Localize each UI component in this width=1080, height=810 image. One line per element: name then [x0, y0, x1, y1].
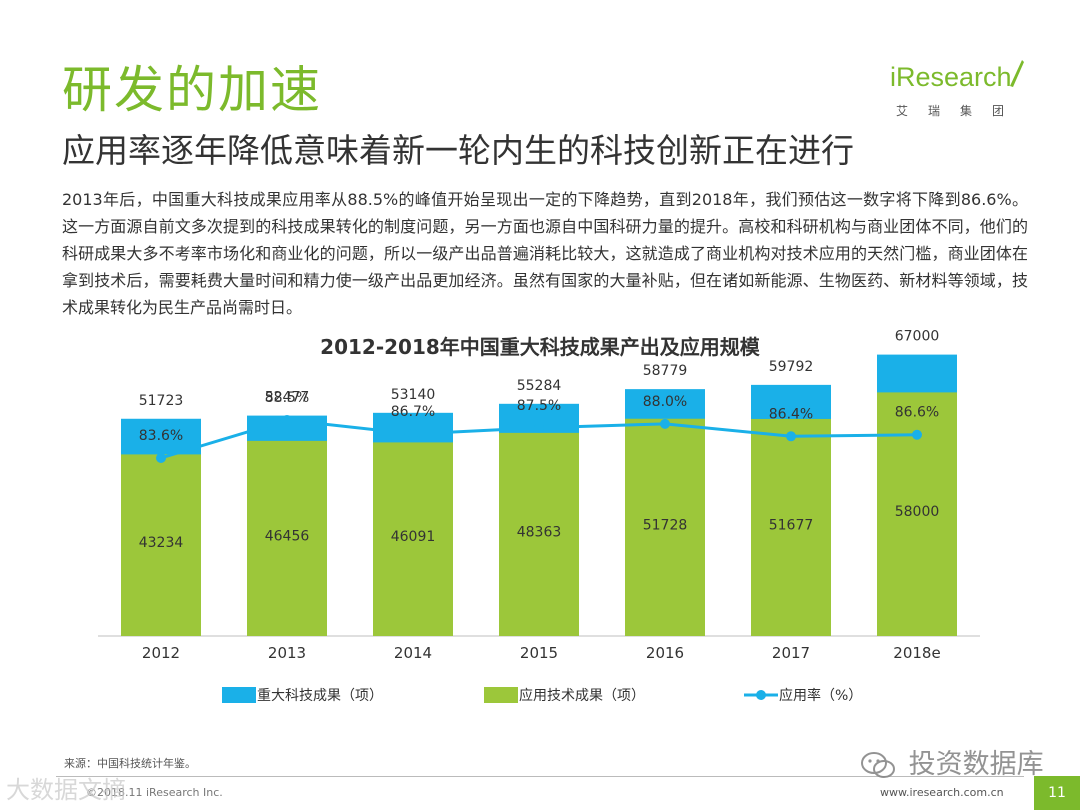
x-tick-label: 2012 — [142, 644, 180, 662]
data-label-rate: 83.6% — [139, 428, 183, 444]
page-number: 11 — [1034, 776, 1080, 810]
bar-applied — [121, 454, 201, 636]
data-label-total: 51723 — [139, 393, 184, 409]
legend-swatch-total — [222, 687, 256, 703]
watermark-right-text: 投资数据库 — [908, 749, 1044, 780]
chart-title: 2012-2018年中国重大科技成果产出及应用规模 — [320, 335, 760, 359]
bar-applied — [625, 418, 705, 636]
rate-point — [660, 418, 670, 429]
data-label-rate: 87.5% — [517, 398, 561, 414]
data-label-total: 55284 — [517, 378, 562, 394]
data-label-applied: 46456 — [265, 528, 310, 544]
rate-point — [156, 453, 166, 463]
data-label-rate: 86.7% — [391, 404, 435, 420]
rate-point — [786, 431, 796, 442]
data-label-applied: 58000 — [895, 504, 940, 520]
logo-group-name: 艾瑞集团 — [896, 104, 1025, 118]
body-paragraph: 2013年后，中国重大科技成果应用率从88.5%的峰值开始呈现出一定的下降趋势，… — [62, 190, 1028, 317]
x-tick-label: 2015 — [520, 644, 558, 662]
data-label-total: 59792 — [769, 359, 814, 375]
data-label-applied: 51728 — [643, 517, 688, 533]
source-note: 来源：中国科技统计年鉴。 — [64, 757, 196, 770]
footer-divider — [56, 776, 1024, 777]
bar-applied — [247, 440, 327, 636]
copyright: ©2018.11 iResearch Inc. — [86, 786, 223, 799]
data-label-applied: 43234 — [139, 535, 184, 551]
data-label-total: 52477 — [265, 390, 310, 406]
page-subtitle: 应用率逐年降低意味着新一轮内生的科技创新正在进行 — [62, 131, 854, 170]
page-title: 研发的加速 — [62, 61, 322, 119]
data-label-rate: 86.4% — [769, 406, 813, 422]
bar-applied — [499, 432, 579, 636]
data-label-rate: 86.6% — [895, 405, 939, 421]
rate-point — [912, 429, 922, 440]
data-label-applied: 51677 — [769, 517, 814, 533]
legend-label-rate: 应用率（%） — [779, 687, 862, 704]
wechat-icon — [861, 751, 895, 778]
rate-point — [408, 428, 418, 439]
x-tick-label: 2017 — [772, 644, 810, 662]
website-link[interactable]: www.iresearch.com.cn — [880, 786, 1004, 799]
x-tick-label: 2018e — [893, 644, 940, 662]
data-label-rate: 88.0% — [643, 394, 687, 410]
legend-label-applied: 应用技术成果（项） — [519, 687, 645, 704]
watermark-right: 投资数据库 — [860, 742, 1044, 781]
bar-applied — [373, 442, 453, 636]
x-tick-label: 2013 — [268, 644, 306, 662]
x-tick-label: 2014 — [394, 644, 432, 662]
logo-brand: iResearch — [890, 62, 1012, 92]
bar-applied — [751, 418, 831, 636]
legend-label-total: 重大科技成果（项） — [257, 688, 383, 704]
logo-swoosh-icon — [1010, 60, 1024, 87]
data-label-applied: 46091 — [391, 529, 436, 545]
data-label-total: 58779 — [643, 363, 688, 379]
x-tick-label: 2016 — [646, 644, 684, 662]
rate-point — [282, 415, 292, 425]
rate-point — [534, 422, 544, 433]
data-label-rate: 88.5% — [265, 390, 309, 406]
legend-swatch-applied — [484, 687, 518, 703]
iresearch-logo: iResearch 艾瑞集团 — [890, 58, 1040, 128]
data-label-applied: 48363 — [517, 524, 562, 540]
data-label-total: 53140 — [391, 387, 436, 403]
legend-swatch-rate-point — [756, 690, 766, 700]
data-label-total: 67000 — [895, 329, 940, 345]
watermark-left: 大数据文摘 — [6, 776, 126, 804]
